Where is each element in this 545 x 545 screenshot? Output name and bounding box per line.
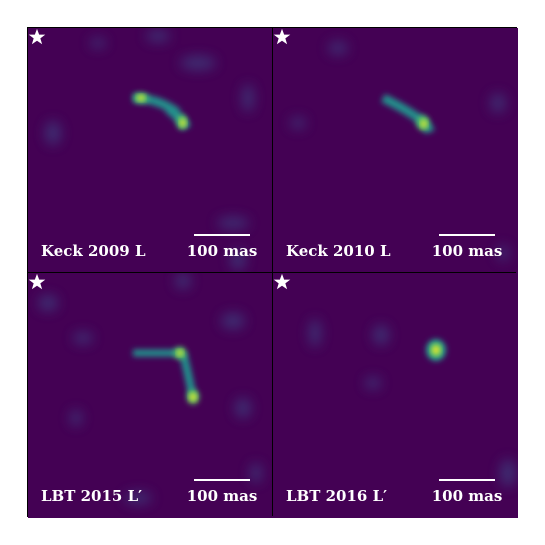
star-icon: [28, 273, 46, 290]
scale-bar: 100 mas: [185, 479, 259, 505]
panel-label: Keck 2010 L: [286, 242, 391, 260]
star-icon: [273, 28, 291, 45]
panel-keck-2010: Keck 2010 L 100 mas: [273, 28, 518, 273]
scale-bar-line: [439, 479, 495, 481]
scale-bar: 100 mas: [185, 234, 259, 260]
panel-image: [273, 273, 518, 518]
panel-image: [28, 273, 273, 518]
panel-label: Keck 2009 L: [41, 242, 146, 260]
panel-lbt-2016: LBT 2016 L′ 100 mas: [273, 273, 518, 518]
scale-bar-label: 100 mas: [431, 487, 503, 505]
star-icon: [28, 28, 46, 45]
scale-bar: 100 mas: [430, 479, 504, 505]
panel-keck-2009: Keck 2009 L 100 mas: [28, 28, 273, 273]
panel-divider-horizontal: [28, 272, 516, 273]
panel-label: LBT 2016 L′: [286, 487, 388, 505]
scale-bar: 100 mas: [430, 234, 504, 260]
panel-lbt-2015: LBT 2015 L′ 100 mas: [28, 273, 273, 518]
scale-bar-label: 100 mas: [186, 487, 258, 505]
panel-label: LBT 2015 L′: [41, 487, 143, 505]
scale-bar-label: 100 mas: [186, 242, 258, 260]
panel-image: [28, 28, 273, 273]
image-grid: Keck 2009 L 100 mas Keck 2010 L: [27, 27, 518, 518]
scale-bar-line: [194, 479, 250, 481]
scale-bar-line: [439, 234, 495, 236]
scale-bar-line: [194, 234, 250, 236]
scale-bar-label: 100 mas: [431, 242, 503, 260]
panel-image: [273, 28, 518, 273]
star-icon: [273, 273, 291, 290]
